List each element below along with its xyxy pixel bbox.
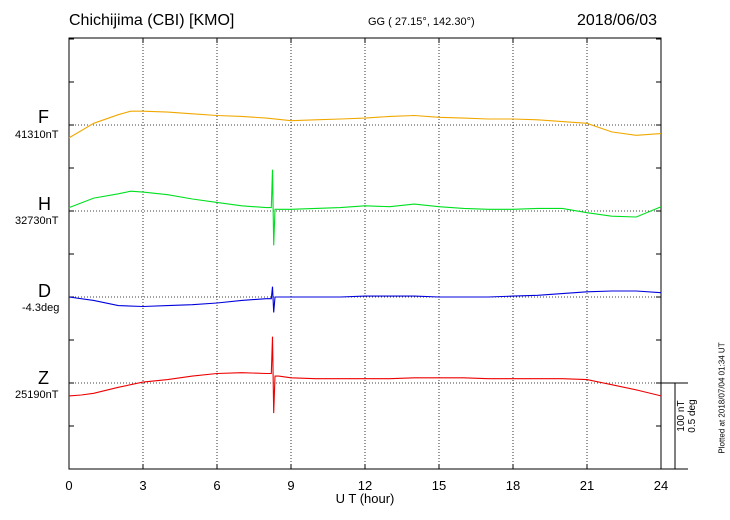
- x-tick-label: 0: [65, 478, 72, 493]
- x-tick-label: 24: [654, 478, 668, 493]
- plotted-at-stamp: Plotted at 2018/07/04 01:34 UT: [717, 342, 727, 454]
- component-name-z: Z: [38, 368, 49, 388]
- x-tick-label: 21: [580, 478, 594, 493]
- x-tick-label: 18: [506, 478, 520, 493]
- x-axis-label: U T (hour): [336, 491, 395, 506]
- baseline-z: 25190nT: [15, 389, 59, 401]
- series-line-h: [68, 169, 662, 246]
- x-tick-label: 9: [287, 478, 294, 493]
- scale-line-deg: 0.5 deg: [687, 399, 698, 433]
- series-line-f: [68, 110, 662, 139]
- baseline-f: 41310nT: [15, 129, 59, 141]
- x-tick-label: 15: [432, 478, 446, 493]
- x-tick-label: 6: [213, 478, 220, 493]
- component-name-h: H: [38, 194, 51, 214]
- baseline-h: 32730nT: [15, 215, 59, 227]
- x-tick-label: 3: [139, 478, 146, 493]
- station-title: Chichijima (CBI) [KMO]: [69, 12, 235, 29]
- series-line-d: [68, 286, 662, 313]
- series-line-z: [68, 336, 662, 414]
- component-name-d: D: [38, 281, 51, 301]
- component-name-f: F: [38, 107, 49, 127]
- x-tick-label: 12: [358, 478, 372, 493]
- coordinates-label: GG ( 27.15°, 142.30°): [368, 16, 475, 28]
- date-label: 2018/06/03: [577, 12, 658, 29]
- scale-label: 100 nT 0.5 deg: [676, 399, 698, 432]
- baseline-d: -4.3deg: [22, 302, 60, 314]
- scale-line-nt: 100 nT: [676, 400, 687, 432]
